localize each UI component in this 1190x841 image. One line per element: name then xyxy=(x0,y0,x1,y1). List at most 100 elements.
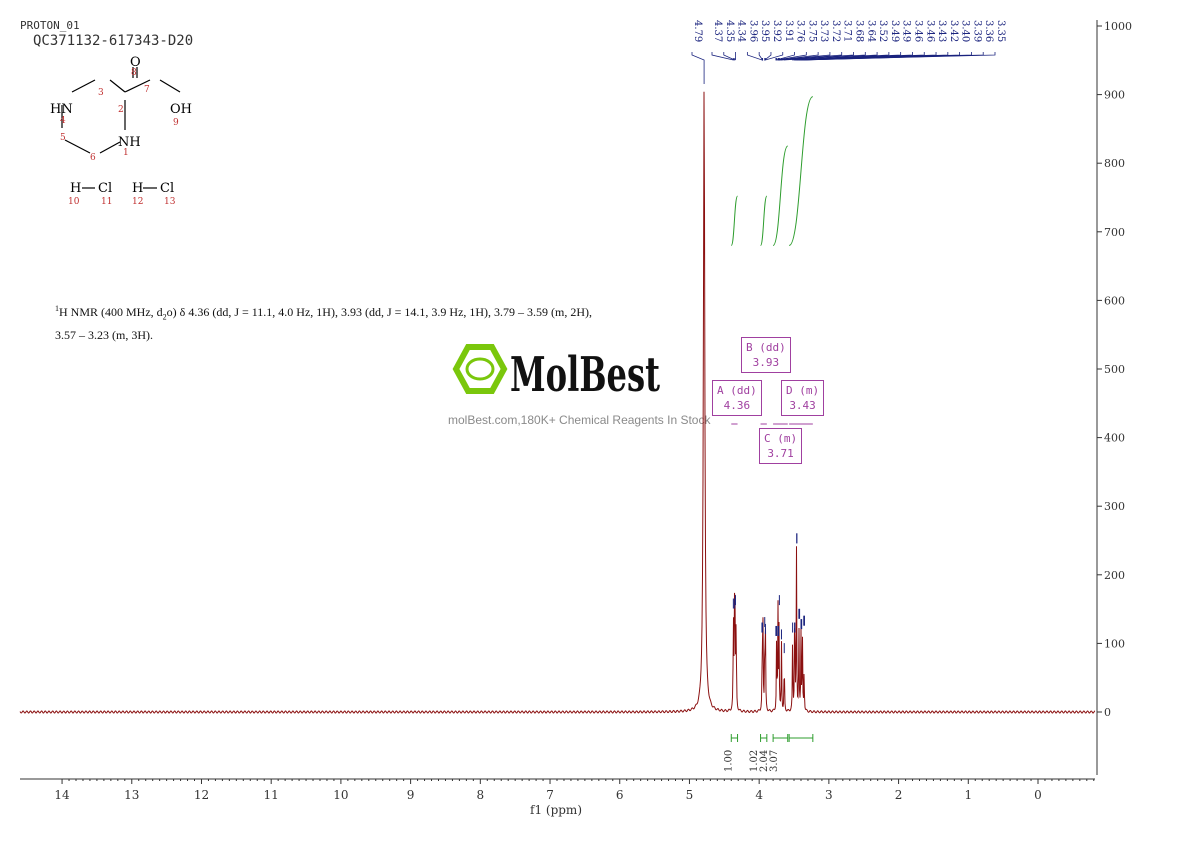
sample-id: QC371132-617343-D20 xyxy=(33,33,194,49)
atom-label: NH xyxy=(118,135,141,150)
x-axis-label: f1 (ppm) xyxy=(530,803,582,817)
peak-label-connector xyxy=(778,52,843,61)
peak-label-connector xyxy=(777,52,819,61)
peak-label: 3.46 xyxy=(924,20,935,42)
multiplet-shift: 4.36 xyxy=(723,399,751,412)
atom-label: H xyxy=(70,181,81,196)
x-tick-label: 0 xyxy=(1034,788,1042,802)
x-tick-label: 8 xyxy=(476,788,484,802)
peak-label: 4.35 xyxy=(724,20,735,42)
peak-label-connector xyxy=(711,52,734,61)
peak-label-connector xyxy=(794,52,890,61)
atom-number: 6 xyxy=(90,153,96,163)
peak-label-connector xyxy=(723,52,736,61)
x-tick-label: 12 xyxy=(194,788,209,802)
integral-curve xyxy=(760,195,768,247)
peak-label-connector xyxy=(800,52,961,61)
atom-number: 10 xyxy=(68,197,80,207)
peak-label-connector xyxy=(758,52,764,62)
atom-label: OH xyxy=(170,102,192,117)
atom-label: Cl xyxy=(160,181,174,196)
peak-label: 3.95 xyxy=(759,20,770,42)
x-tick-label: 10 xyxy=(333,788,348,802)
multiplet-label: C (m) xyxy=(764,432,798,445)
atom-number: 12 xyxy=(132,197,143,207)
experiment-name: PROTON_01 xyxy=(20,19,80,32)
atom-number: 3 xyxy=(98,88,104,98)
atom-number: 11 xyxy=(101,197,112,207)
peak-label: 3.75 xyxy=(806,20,817,42)
peak-label-connector xyxy=(765,52,784,61)
peak-label: 3.72 xyxy=(830,20,841,42)
molecule-structure: HN NH OH O H Cl H Cl 1 2 3 4 5 6 7 8 9 1… xyxy=(50,55,192,207)
integral-value: 1.02 xyxy=(749,750,760,772)
multiplet-box-d: D (m) 3.43 xyxy=(781,380,825,416)
peak-label: 4.37 xyxy=(712,20,723,42)
peak-label: 3.96 xyxy=(747,20,758,42)
y-tick-label: 500 xyxy=(1104,363,1125,376)
y-tick-label: 200 xyxy=(1104,569,1125,582)
x-tick-label: 4 xyxy=(755,788,763,802)
multiplet-box-a: A (dd) 4.36 xyxy=(712,380,762,416)
atom-number: 2 xyxy=(118,105,124,115)
peak-label: 3.64 xyxy=(865,20,876,42)
peak-label: 3.35 xyxy=(995,20,1006,42)
y-tick-label: 800 xyxy=(1104,157,1125,170)
peak-label-connector xyxy=(796,52,913,61)
peak-label-connector xyxy=(783,52,866,61)
peak-label-connector xyxy=(764,52,772,61)
peak-label: 3.76 xyxy=(795,20,806,42)
atom-number: 13 xyxy=(164,197,176,207)
peak-label: 4.34 xyxy=(736,20,747,42)
atom-label: Cl xyxy=(98,181,112,196)
y-tick-label: 300 xyxy=(1104,500,1125,513)
nmr-description: 1H NMR (400 MHz, d2o) δ 4.36 (dd, J = 11… xyxy=(55,300,615,344)
x-tick-label: 1 xyxy=(964,788,972,802)
integral-value: 3.07 xyxy=(769,750,780,772)
peak-label-connector xyxy=(801,52,972,61)
y-tick-label: 1000 xyxy=(1104,20,1132,33)
multiplet-label: A (dd) xyxy=(717,384,757,397)
x-tick-label: 11 xyxy=(264,788,279,802)
peak-label-connector xyxy=(792,52,878,61)
peak-label: 3.42 xyxy=(948,20,959,42)
x-tick-label: 5 xyxy=(686,788,694,802)
y-tick-label: 600 xyxy=(1104,294,1125,307)
peak-label-connector xyxy=(746,52,763,61)
y-tick-label: 900 xyxy=(1104,89,1125,102)
peak-label-connector xyxy=(776,52,807,61)
x-tick-label: 9 xyxy=(407,788,415,802)
peak-label: 3.52 xyxy=(877,20,888,42)
peak-label-connector xyxy=(798,52,937,61)
watermark-tagline: molBest.com,180K+ Chemical Reagents In S… xyxy=(448,413,711,427)
peak-label-connector xyxy=(799,52,949,61)
y-tick-label: 400 xyxy=(1104,432,1125,445)
x-tick-label: 7 xyxy=(546,788,554,802)
integral-value: 2.04 xyxy=(759,750,770,772)
atom-number: 4 xyxy=(60,116,66,126)
integral-curve xyxy=(772,145,789,247)
peak-label: 3.40 xyxy=(960,20,971,42)
atom-number: 1 xyxy=(123,148,129,158)
peak-label-connector xyxy=(804,52,996,61)
x-tick-label: 13 xyxy=(124,788,139,802)
peak-label-connector xyxy=(781,52,854,61)
y-tick-label: 0 xyxy=(1104,706,1111,719)
atom-label: HN xyxy=(50,102,73,117)
multiplet-label: B (dd) xyxy=(746,341,786,354)
brand-text: MolBest xyxy=(510,347,660,399)
peak-label-connector xyxy=(796,52,925,61)
y-tick-label: 700 xyxy=(1104,226,1125,239)
molbest-logo: MolBest xyxy=(452,343,672,403)
x-tick-label: 6 xyxy=(616,788,624,802)
peak-label: 3.92 xyxy=(771,20,782,42)
atom-number: 7 xyxy=(144,85,150,95)
peak-label: 3.68 xyxy=(854,20,865,42)
integral-curve xyxy=(730,195,739,247)
atom-number: 8 xyxy=(131,68,137,78)
peak-label: 3.46 xyxy=(912,20,923,42)
atom-label: H xyxy=(132,181,143,196)
multiplet-shift: 3.93 xyxy=(752,356,780,369)
integral-value: 1.00 xyxy=(723,750,734,772)
